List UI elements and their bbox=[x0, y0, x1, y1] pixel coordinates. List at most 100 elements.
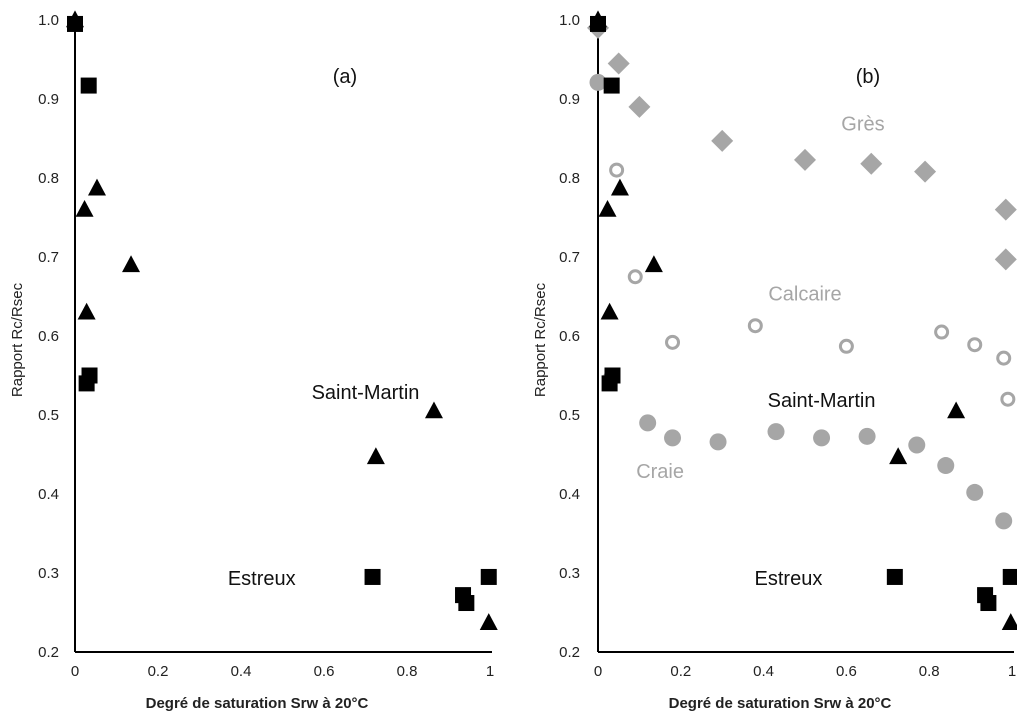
y-tick-label: 0.7 bbox=[559, 249, 580, 266]
filled-circle-marker bbox=[767, 423, 785, 441]
annotation-label: Saint-Martin bbox=[312, 382, 420, 404]
triangle-marker bbox=[87, 178, 106, 196]
x-tick-label: 0.6 bbox=[836, 663, 857, 680]
triangle-marker bbox=[424, 401, 443, 419]
y-tick-label: 0.9 bbox=[38, 91, 59, 108]
y-tick-label: 0.6 bbox=[38, 328, 59, 345]
filled-circle-marker bbox=[813, 429, 831, 447]
annotation-label: Estreux bbox=[228, 568, 296, 590]
triangle-marker bbox=[610, 178, 629, 196]
x-tick-label: 1 bbox=[486, 663, 494, 680]
x-tick-label: 0 bbox=[594, 663, 602, 680]
annotation-label: Calcaire bbox=[768, 283, 841, 305]
open-circle-marker bbox=[747, 318, 763, 334]
chart-panel-a: 0.2 0.3 0.4 0.5 0.6 0.7 0.8 0.9 1.0 0 0.2 0.4 0.6 0.8… bbox=[9, 10, 498, 712]
open-circle-marker bbox=[996, 350, 1012, 366]
y-tick-label: 0.3 bbox=[559, 565, 580, 582]
square-marker bbox=[590, 15, 606, 32]
diamond-marker bbox=[860, 152, 883, 175]
annotation-label: Estreux bbox=[755, 568, 823, 590]
diamond-marker bbox=[914, 160, 937, 183]
x-axis-title: Degré de saturation Srw à 20°C bbox=[146, 695, 369, 712]
y-tick-label: 0.4 bbox=[38, 486, 59, 503]
square-marker bbox=[364, 568, 381, 585]
x-tick-label: 0.8 bbox=[397, 663, 418, 680]
x-tick-label: 1 bbox=[1008, 663, 1016, 680]
x-axis-title: Degré de saturation Srw à 20°C bbox=[669, 695, 892, 712]
x-tick-label: 0.4 bbox=[753, 663, 774, 680]
filled-circle-marker bbox=[664, 429, 682, 447]
diamond-marker bbox=[711, 129, 734, 152]
triangle-marker bbox=[479, 613, 498, 630]
open-circle-marker bbox=[967, 337, 983, 353]
triangle-marker bbox=[77, 302, 96, 320]
y-tick-label: 0.3 bbox=[38, 565, 59, 582]
diamond-marker bbox=[994, 248, 1017, 271]
square-marker bbox=[980, 595, 997, 612]
y-tick-label: 0.5 bbox=[38, 407, 59, 424]
y-tick-label: 0.8 bbox=[559, 170, 580, 187]
diamond-marker bbox=[994, 198, 1017, 221]
y-tick-label: 1.0 bbox=[559, 12, 580, 29]
x-tick-label: 0.2 bbox=[148, 663, 169, 680]
y-tick-label: 0.8 bbox=[38, 170, 59, 187]
filled-circle-marker bbox=[908, 436, 926, 454]
triangle-marker bbox=[889, 447, 908, 465]
open-circle-marker bbox=[1000, 391, 1016, 407]
open-circle-marker bbox=[934, 324, 950, 340]
annotation-label: Grès bbox=[841, 114, 884, 136]
filled-circle-marker bbox=[966, 483, 984, 501]
triangle-marker bbox=[122, 255, 141, 273]
filled-circle-marker bbox=[858, 427, 876, 445]
filled-circle-marker bbox=[995, 512, 1013, 530]
triangle-marker bbox=[600, 302, 619, 320]
open-circle-marker bbox=[627, 269, 643, 285]
x-tick-label: 0 bbox=[71, 663, 79, 680]
square-marker bbox=[78, 375, 95, 392]
annotation-label: Saint-Martin bbox=[768, 390, 876, 412]
filled-circle-marker bbox=[639, 414, 657, 432]
x-tick-label: 0.8 bbox=[919, 663, 940, 680]
y-tick-label: 1.0 bbox=[38, 12, 59, 29]
y-tick-label: 0.9 bbox=[559, 91, 580, 108]
y-axis-title: Rapport Rc/Rsec bbox=[9, 282, 26, 397]
filled-circle-marker bbox=[937, 457, 955, 475]
filled-circle-marker bbox=[709, 433, 727, 451]
x-tick-label: 0.6 bbox=[314, 663, 335, 680]
square-marker bbox=[601, 375, 618, 392]
y-tick-label: 0.7 bbox=[38, 249, 59, 266]
diamond-marker bbox=[628, 95, 651, 118]
x-tick-label: 0.4 bbox=[231, 663, 252, 680]
panel-label: (b) bbox=[856, 66, 880, 88]
y-tick-label: 0.6 bbox=[559, 328, 580, 345]
square-marker bbox=[603, 77, 620, 94]
triangle-marker bbox=[1001, 613, 1017, 630]
open-circle-marker bbox=[665, 334, 681, 350]
triangle-marker bbox=[75, 200, 94, 217]
triangle-marker bbox=[644, 255, 663, 273]
square-marker bbox=[458, 595, 475, 612]
diamond-marker bbox=[794, 148, 816, 171]
open-circle-marker bbox=[609, 162, 625, 178]
y-axis-title: Rapport Rc/Rsec bbox=[532, 282, 549, 397]
diamond-marker bbox=[607, 52, 630, 75]
filled-circle-marker bbox=[589, 73, 607, 91]
triangle-marker bbox=[947, 401, 966, 419]
chart-panel-b: 0.2 0.3 0.4 0.5 0.6 0.7 0.8 0.9 1.0 0 0.2 0.4 0.6 0.8… bbox=[532, 10, 1017, 712]
annotation-label: Craie bbox=[636, 461, 684, 483]
y-tick-label: 0.2 bbox=[38, 644, 59, 661]
triangle-marker bbox=[366, 447, 385, 465]
y-tick-label: 0.5 bbox=[559, 407, 580, 424]
panel-label: (a) bbox=[333, 66, 357, 88]
square-marker bbox=[80, 77, 97, 94]
triangle-marker bbox=[598, 200, 617, 217]
square-marker bbox=[480, 568, 497, 585]
square-marker bbox=[886, 568, 903, 585]
x-tick-label: 0.2 bbox=[670, 663, 691, 680]
square-marker bbox=[1002, 568, 1017, 585]
open-circle-marker bbox=[838, 338, 854, 354]
y-tick-label: 0.4 bbox=[559, 486, 580, 503]
y-tick-label: 0.2 bbox=[559, 644, 580, 661]
square-marker bbox=[67, 15, 83, 32]
